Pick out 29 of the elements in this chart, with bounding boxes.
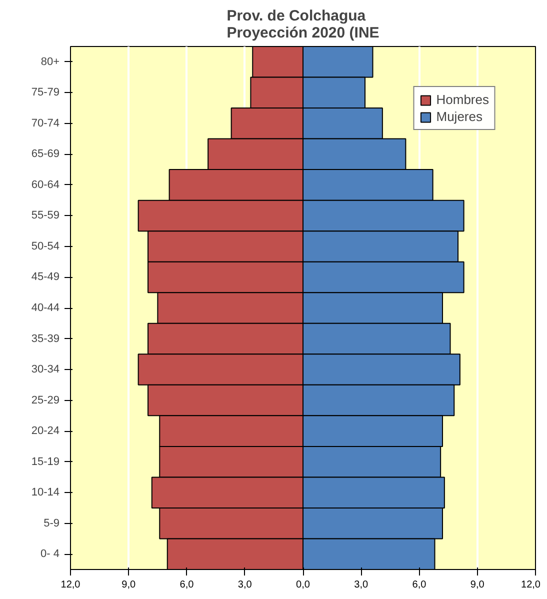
x-tick-label: 12,0 [60, 580, 81, 590]
y-tick-label: 10-14 [31, 486, 60, 499]
y-tick-label: 35-39 [31, 332, 60, 345]
x-tick-label: 0,0 [296, 580, 310, 590]
x-tick-label: 9,0 [470, 580, 485, 590]
y-tick-label: 55-59 [31, 210, 60, 222]
x-tick-label: 12,0 [521, 580, 541, 590]
y-tick-label: 80+ [40, 56, 60, 68]
x-tick-label: 3,0 [354, 580, 369, 590]
y-tick-label: 75-79 [31, 86, 60, 99]
y-tick-label: 40-44 [31, 302, 60, 314]
x-tick-label: 6,0 [412, 580, 427, 590]
y-tick-label: 15-19 [31, 456, 60, 468]
legend-label: Hombres [436, 92, 489, 107]
y-tick-label: 50-54 [31, 240, 60, 252]
x-tick-label: 3,0 [238, 580, 252, 590]
y-tick-label: 70-74 [31, 117, 60, 130]
y-tick-label: 0- 4 [40, 548, 60, 560]
legend-label: Mujeres [436, 109, 482, 124]
y-tick-label: 30-34 [31, 364, 60, 376]
y-tick-label: 60-64 [31, 178, 60, 191]
y-tick-label: 65-69 [31, 148, 60, 160]
y-tick-label: 45-49 [31, 271, 60, 284]
x-tick-label: 9,0 [122, 580, 136, 590]
y-tick-label: 25-29 [31, 394, 60, 406]
x-tick-label: 6,0 [180, 580, 194, 590]
y-tick-label: 5-9 [44, 517, 60, 530]
y-tick-label: 20-24 [31, 425, 60, 438]
chart-title: Prov. de Colchagua Proyección 2020 (INE [226, 8, 380, 42]
